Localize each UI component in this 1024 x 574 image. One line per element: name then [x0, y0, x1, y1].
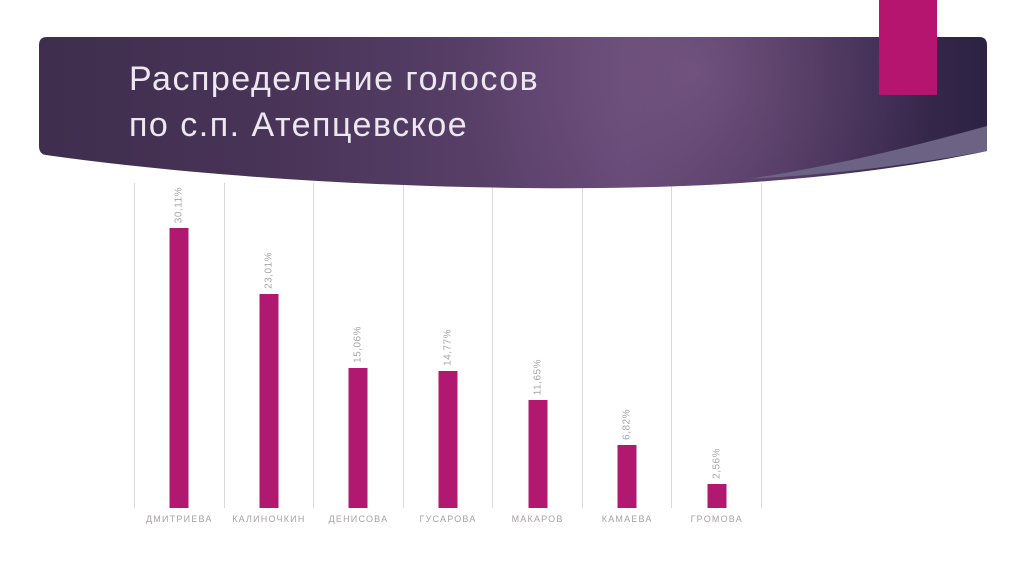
chart-column: 15,06% ДЕНИСОВА — [313, 183, 403, 524]
category-label: КАЛИНОЧКИН — [232, 514, 306, 524]
header-gradient-band — [39, 37, 987, 189]
bar — [438, 370, 458, 508]
bar-value-label: 11,65% — [532, 358, 544, 395]
category-label: ГУСАРОВА — [419, 514, 477, 524]
accent-rectangle — [879, 0, 937, 95]
category-label: КАМАЕВА — [601, 514, 653, 524]
category-label: ГРОМОВА — [690, 514, 743, 524]
bar — [617, 444, 637, 508]
bar-value-label: 6,82% — [621, 408, 633, 440]
bar-value-label: 23,01% — [263, 252, 275, 290]
chart-column: 11,65% МАКАРОВ — [492, 183, 582, 524]
title-line-2: по с.п. Атепцевское — [129, 106, 469, 144]
category-label: ДЕНИСОВА — [328, 514, 389, 524]
title-line-1: Распределение голосов — [129, 60, 540, 98]
bar-value-label: 15,06% — [352, 326, 364, 364]
bar — [259, 294, 279, 508]
header-banner-graphic — [39, 0, 987, 189]
chart-column: 6,82% КАМАЕВА — [581, 183, 672, 524]
bar — [169, 228, 189, 508]
bar-value-label: 14,77% — [442, 328, 454, 366]
chart-column: 2,56% ГРОМОВА — [671, 183, 763, 524]
bar — [348, 368, 368, 508]
bar — [528, 399, 548, 508]
category-label: МАКАРОВ — [511, 514, 564, 524]
bar — [707, 484, 727, 508]
chart-column: 30,11% ДМИТРИЕВА — [134, 183, 224, 524]
category-label: ДМИТРИЕВА — [146, 514, 213, 524]
bar-value-label: 30,11% — [173, 187, 185, 224]
bar-chart: 30,11% ДМИТРИЕВА 23,01% КАЛИНОЧКИН 15,06% ДЕН… — [134, 183, 763, 524]
bar-value-label: 2,56% — [711, 448, 723, 480]
chart-column: 23,01% КАЛИНОЧКИН — [223, 183, 314, 524]
header-glow-overlay — [39, 37, 987, 189]
slide-title: Распределение голосов по с.п. Атепцевско… — [129, 56, 539, 148]
chart-column: 14,77% ГУСАРОВА — [402, 183, 493, 524]
header-swoosh — [748, 126, 987, 179]
